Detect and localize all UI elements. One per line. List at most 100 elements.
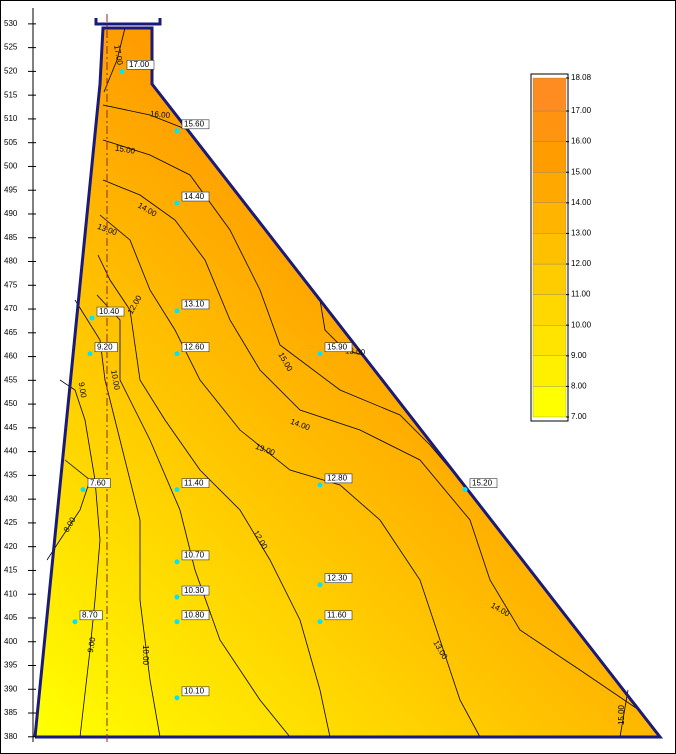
contour-line — [102, 104, 189, 131]
gauge-point — [72, 619, 78, 625]
gauge-label: 10.40 — [99, 307, 120, 316]
y-tick-label: 435 — [4, 470, 18, 479]
colorbar-band — [532, 233, 567, 265]
y-tick-label: 380 — [4, 732, 18, 741]
y-tick-label: 510 — [4, 114, 18, 123]
gauge-point — [174, 487, 180, 493]
gauge-label-box — [469, 478, 498, 488]
y-tick-label: 520 — [4, 67, 18, 76]
y-tick-label: 495 — [4, 185, 18, 194]
gauge-label-box — [94, 342, 118, 353]
colorbar-band — [532, 202, 567, 234]
contour-line — [103, 27, 126, 93]
gauge-label: 9.20 — [97, 343, 113, 352]
gauge-point — [87, 351, 93, 357]
colorbar-band — [532, 110, 567, 142]
contour-line — [59, 379, 101, 738]
gauge-label: 11.60 — [327, 611, 347, 620]
gauge-label: 15.90 — [327, 343, 348, 352]
y-tick-label: 525 — [4, 43, 18, 52]
gauge-point — [174, 619, 180, 625]
gauge-point — [174, 200, 180, 206]
gauge-label-box — [181, 686, 210, 697]
gauge-label: 12.80 — [327, 474, 348, 483]
y-tick-label: 425 — [4, 518, 18, 527]
colorbar-band — [532, 294, 567, 326]
colorbar-tick-label: 9.00 — [571, 351, 587, 360]
contour-label: 10.00 — [141, 645, 150, 666]
colorbar-band — [532, 325, 567, 356]
gauge-label: 12.30 — [327, 574, 348, 583]
colorbar-band — [532, 172, 567, 203]
gauge-point — [174, 128, 180, 134]
gauge-label-box — [87, 478, 111, 488]
gauge-point — [80, 487, 86, 493]
contour-label: 9.00 — [86, 636, 98, 653]
y-tick-label: 455 — [4, 375, 18, 384]
gauge-label-box — [181, 550, 210, 561]
gauge-label-box — [79, 610, 103, 621]
y-tick-label: 465 — [4, 328, 18, 337]
gauge-point — [174, 695, 180, 701]
y-tick-label: 475 — [4, 280, 18, 289]
gauge-label-box — [181, 585, 210, 596]
contour-label: 10.00 — [109, 369, 121, 391]
contour-line — [99, 214, 481, 738]
y-tick-label: 405 — [4, 613, 18, 622]
gauge-label: 10.80 — [184, 611, 205, 620]
gauge-label-box — [181, 478, 210, 488]
gauge-label: 10.70 — [184, 551, 205, 560]
gauge-point — [174, 308, 180, 314]
gauge-point — [317, 482, 323, 488]
gauge-label: 12.60 — [184, 343, 205, 352]
contour-line — [319, 299, 364, 356]
colorbar-tick-label: 10.00 — [571, 320, 592, 329]
gauge-point — [89, 315, 95, 321]
gauge-label: 17.00 — [129, 60, 150, 69]
gauge-label: 10.10 — [184, 687, 205, 696]
contour-label: 9.00 — [77, 381, 89, 398]
y-tick-label: 410 — [4, 589, 18, 598]
y-tick-label: 415 — [4, 566, 18, 575]
gauge-label-box — [324, 610, 353, 621]
contour-line — [619, 689, 629, 738]
gauge-label-box — [324, 473, 353, 484]
colorbar-band — [532, 141, 567, 173]
gauge-label-box — [126, 60, 155, 70]
colorbar-tick-label: 16.00 — [571, 137, 592, 146]
y-tick-label: 430 — [4, 494, 18, 503]
dam-outline — [33, 26, 664, 739]
dam-crest — [94, 18, 162, 26]
y-tick-label: 490 — [4, 209, 18, 218]
y-tick-label: 395 — [4, 661, 18, 670]
gauge-label-box — [181, 119, 210, 130]
colorbar-tick-label: 17.00 — [571, 106, 592, 115]
gauge-label-box — [96, 306, 125, 317]
colorbar-band — [532, 77, 567, 112]
gauge-point — [462, 487, 468, 493]
gauge-label: 14.40 — [184, 192, 205, 201]
contour-line — [102, 139, 469, 491]
gauge-point — [317, 619, 323, 625]
contour-label: 16.00 — [345, 346, 366, 357]
y-tick-label: 515 — [4, 90, 18, 99]
colorbar-tick-label: 8.00 — [571, 382, 587, 391]
gauge-label: 8.70 — [82, 611, 98, 620]
gauge-label-box — [324, 342, 353, 353]
y-tick-label: 385 — [4, 708, 18, 717]
contour-line — [96, 294, 291, 738]
gauge-label-box — [324, 573, 353, 583]
y-tick-label: 500 — [4, 162, 18, 171]
y-tick-label: 390 — [4, 684, 18, 693]
gauge-point — [174, 559, 180, 565]
y-tick-label: 450 — [4, 399, 18, 408]
gauge-point — [119, 68, 125, 74]
contour-label: 15.00 — [114, 143, 136, 155]
gauge-point — [174, 594, 180, 600]
colorbar-tick-label: 11.00 — [571, 290, 591, 299]
y-tick-label: 485 — [4, 233, 18, 242]
y-tick-label: 530 — [4, 19, 18, 28]
gauge-label-box — [181, 342, 210, 353]
gauge-point — [317, 582, 323, 588]
colorbar-tick-label: 15.00 — [571, 167, 592, 176]
